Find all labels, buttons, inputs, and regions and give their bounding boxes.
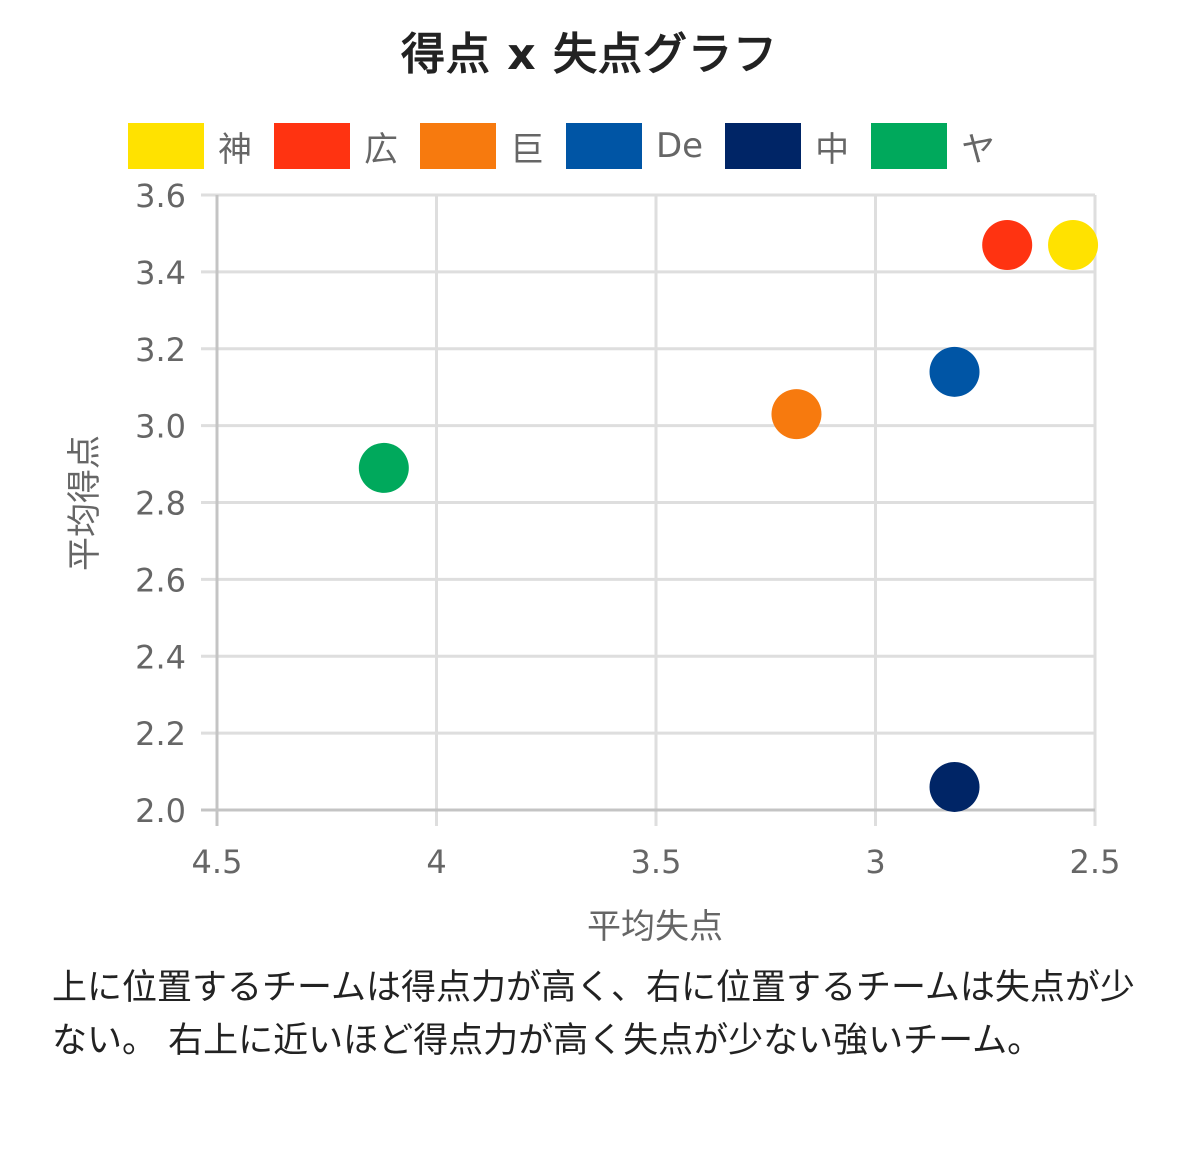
legend-swatch xyxy=(871,123,948,169)
y-tick-label: 3.4 xyxy=(135,254,186,292)
y-tick-label: 3.0 xyxy=(135,408,186,446)
y-tick-label: 3.2 xyxy=(135,331,186,369)
legend: 神 広 巨 De 中 ヤ xyxy=(128,122,1017,170)
data-point-巨[interactable] xyxy=(771,389,822,440)
legend-item[interactable]: 中 xyxy=(725,122,849,171)
data-point-中[interactable] xyxy=(929,761,980,812)
x-tick-label: 3 xyxy=(865,843,885,881)
legend-label: ヤ xyxy=(961,129,996,170)
x-tick-label: 2.5 xyxy=(1070,843,1121,881)
y-tick-label: 2.2 xyxy=(135,715,186,753)
chart-title: 得点 x 失点グラフ xyxy=(400,29,779,80)
data-point-広[interactable] xyxy=(982,219,1033,270)
y-tick-label: 2.4 xyxy=(135,638,186,676)
x-tick-label: 4.5 xyxy=(192,843,243,881)
y-tick-label: 2.0 xyxy=(135,792,186,830)
chart-caption: 上に位置するチームは得点力が高く、右に位置するチームは失点が少ない。 右上に近い… xyxy=(52,968,1135,1061)
legend-item[interactable]: 巨 xyxy=(420,122,544,171)
legend-label: 広 xyxy=(364,129,398,170)
y-axis-label: 平均得点 xyxy=(65,435,105,571)
tick-labels: 3.6 3.4 3.2 3.0 2.8 2.6 2.4 2.2 2.04.5 4 3.5 3 2.5 xyxy=(135,177,1120,881)
y-tick-label: 3.6 xyxy=(135,177,186,215)
legend-swatch xyxy=(725,123,802,169)
data-point-ヤ[interactable] xyxy=(358,442,409,493)
grid xyxy=(201,193,1097,826)
data-points xyxy=(358,219,1099,812)
legend-swatch xyxy=(420,123,496,169)
legend-label: 中 xyxy=(815,129,850,170)
legend-label: De xyxy=(656,126,704,166)
legend-label: 巨 xyxy=(510,129,544,170)
scatter-plot: 3.6 3.4 3.2 3.0 2.8 2.6 2.4 2.2 2.04.5 4 3.5 3 2.5 平… xyxy=(65,177,1120,947)
legend-item[interactable]: 神 xyxy=(128,122,252,171)
x-tick-label: 3.5 xyxy=(631,843,682,881)
legend-label: 神 xyxy=(218,129,252,170)
x-axis-label: 平均失点 xyxy=(587,907,723,947)
data-point-神[interactable] xyxy=(1048,219,1099,270)
legend-swatch xyxy=(566,123,642,169)
legend-swatch xyxy=(128,123,204,169)
legend-item[interactable]: ヤ xyxy=(871,122,995,171)
y-tick-label: 2.6 xyxy=(135,561,186,599)
legend-swatch xyxy=(274,123,350,169)
data-point-De[interactable] xyxy=(929,346,980,397)
legend-item[interactable]: De xyxy=(566,123,703,169)
y-tick-label: 2.8 xyxy=(135,485,186,523)
legend-item[interactable]: 広 xyxy=(274,122,398,171)
x-tick-label: 4 xyxy=(426,843,446,881)
